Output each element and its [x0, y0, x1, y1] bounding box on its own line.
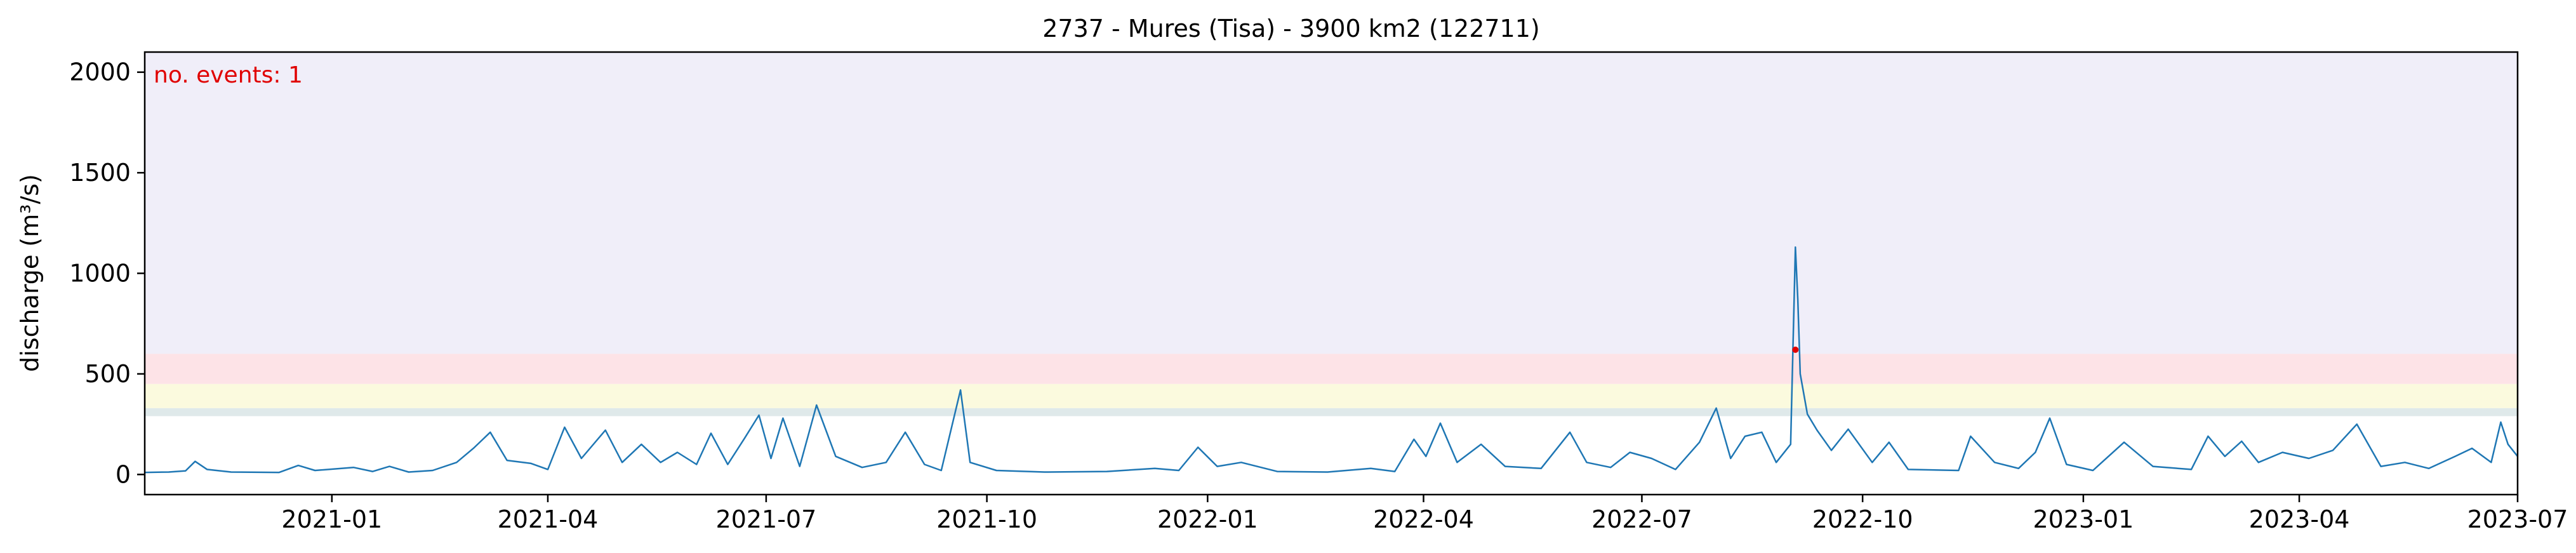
chart-title: 2737 - Mures (Tisa) - 3900 km2 (122711) — [1042, 15, 1539, 43]
x-tick-label-0: 2021-01 — [281, 505, 382, 533]
x-tick-label-2: 2021-07 — [716, 505, 817, 533]
x-axis: 2021-01 2021-04 2021-07 2021-10 2022-01 2022-… — [281, 495, 2568, 533]
x-tick-label-8: 2023-01 — [2033, 505, 2134, 533]
x-tick-label-4: 2022-01 — [1157, 505, 1258, 533]
x-tick-label-10: 2023-07 — [2467, 505, 2568, 533]
threshold-band-0 — [145, 408, 2518, 416]
y-axis-label: discharge (m³/s) — [16, 174, 44, 372]
x-tick-label-9: 2023-04 — [2249, 505, 2350, 533]
event-markers — [1792, 346, 1799, 353]
x-tick-label-6: 2022-07 — [1591, 505, 1692, 533]
event-count-annotation: no. events: 1 — [154, 62, 303, 88]
series-line-0 — [144, 246, 2518, 474]
threshold-bands — [145, 52, 2518, 416]
y-axis: 0 500 1000 1500 2000 — [69, 58, 145, 488]
x-tick-label-7: 2022-10 — [1812, 505, 1913, 533]
y-tick-label-3: 1500 — [69, 159, 131, 187]
y-tick-label-4: 2000 — [69, 58, 131, 86]
y-tick-label-2: 1000 — [69, 260, 131, 288]
y-tick-label-1: 500 — [84, 360, 131, 388]
x-tick-label-1: 2021-04 — [498, 505, 599, 533]
threshold-band-1 — [145, 383, 2518, 408]
y-tick-label-0: 0 — [116, 460, 131, 488]
threshold-band-2 — [145, 354, 2518, 384]
series-layer — [144, 246, 2518, 474]
event-marker-0 — [1792, 346, 1799, 353]
x-tick-label-5: 2022-04 — [1373, 505, 1474, 533]
x-tick-label-3: 2021-10 — [936, 505, 1037, 533]
threshold-band-3 — [145, 52, 2518, 354]
